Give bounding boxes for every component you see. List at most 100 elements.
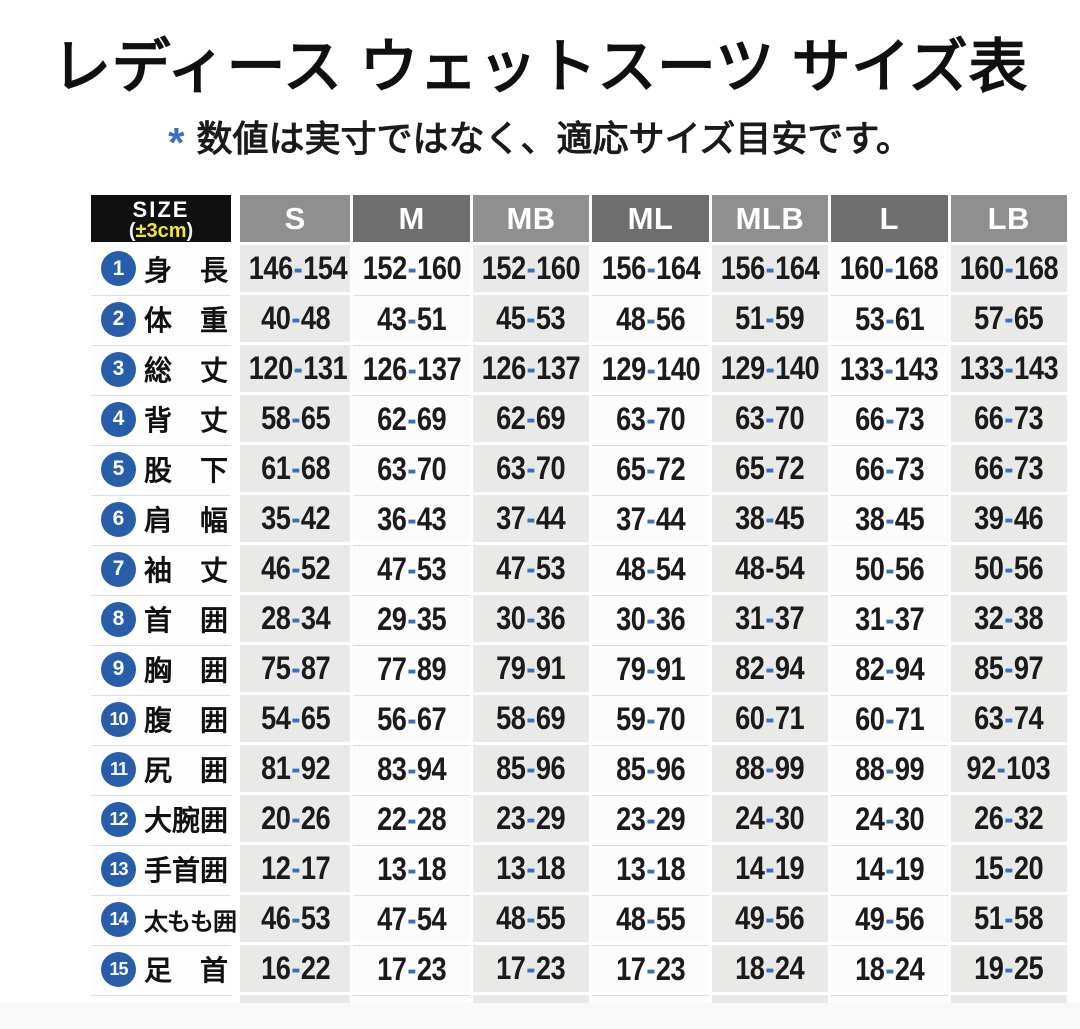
range-number: 57: [974, 300, 1004, 336]
range-number: 23: [615, 800, 646, 837]
range-dash: -: [646, 950, 655, 987]
range-number: 79: [615, 650, 646, 687]
range-number: 14: [854, 850, 885, 887]
size-range: 13-18: [496, 850, 566, 887]
range-number: 70: [775, 400, 805, 436]
size-cell: [353, 995, 470, 1003]
size-cell: 77-89: [353, 645, 470, 692]
size-range: 39-46: [974, 500, 1044, 537]
range-number: 29: [655, 800, 686, 837]
size-range: 22-28: [377, 800, 447, 838]
size-range: 59-70: [615, 700, 686, 738]
range-number: 22: [377, 800, 407, 837]
range-number: 28: [416, 800, 447, 837]
range-number: 32: [1013, 800, 1044, 836]
range-number: 47: [496, 550, 526, 586]
size-range: 17-23: [496, 950, 566, 987]
row-label: 股 下: [144, 455, 229, 486]
size-cell: [592, 995, 709, 1003]
range-number: 59: [615, 700, 646, 737]
range-number: 66: [854, 450, 885, 487]
range-number: 152: [362, 250, 407, 286]
row-label: 尻 囲: [144, 755, 229, 786]
size-range: 29-35: [377, 601, 447, 638]
size-range: 48-54: [616, 551, 686, 588]
range-number: 38: [735, 500, 765, 536]
range-dash: -: [765, 500, 775, 536]
size-cell: 54-65: [234, 695, 351, 742]
size-range: 18-24: [855, 951, 925, 988]
size-cell: 30-36: [592, 595, 709, 642]
range-dash: -: [765, 350, 775, 386]
size-cell: 48-56: [592, 295, 709, 342]
range-number: 96: [536, 750, 566, 786]
size-cell: 63-70: [353, 445, 470, 492]
size-range: 85-96: [496, 750, 566, 787]
range-dash: -: [646, 650, 655, 687]
size-range: 66-73: [855, 401, 925, 438]
size-cell: 126-137: [472, 345, 590, 392]
size-cell: 24-30: [831, 795, 948, 842]
size-range: 62-69: [496, 400, 566, 437]
range-dash: -: [765, 600, 775, 636]
size-cell: 12-17: [234, 845, 351, 892]
size-range: 24-30: [855, 801, 925, 838]
range-dash: -: [884, 850, 894, 887]
range-number: 18: [735, 950, 765, 986]
range-dash: -: [884, 300, 894, 337]
range-number: 37: [496, 500, 526, 536]
range-number: 58: [260, 400, 291, 436]
row-number-badge: 2: [101, 301, 136, 337]
size-range: 46-52: [261, 550, 331, 587]
range-number: 28: [260, 600, 291, 636]
size-range: 46-53: [260, 900, 331, 937]
range-dash: -: [407, 250, 416, 286]
range-number: 46: [260, 900, 291, 936]
range-number: 56: [775, 900, 805, 936]
range-number: 58: [496, 700, 526, 736]
range-number: 94: [416, 750, 447, 787]
range-number: 35: [260, 500, 291, 536]
range-number: 70: [655, 400, 686, 437]
table-row-15: 15 足 首 16-22 17-23 17-23 17-23 18-24 18-24 19-25: [91, 945, 1067, 992]
range-dash: -: [646, 400, 655, 437]
range-dash: -: [526, 950, 536, 986]
column-header-lb: LB: [950, 195, 1067, 242]
range-number: 37: [775, 600, 805, 636]
range-number: 88: [735, 750, 765, 786]
size-cell: 35-42: [234, 495, 351, 542]
range-number: 36: [655, 600, 686, 637]
range-number: 96: [655, 750, 686, 787]
range-dash: -: [526, 900, 536, 936]
row-number-badge: 7: [101, 551, 136, 587]
range-number: 131: [303, 350, 348, 386]
size-cell: 48-55: [592, 895, 709, 942]
size-range: 16-22: [261, 950, 331, 987]
range-dash: -: [526, 600, 536, 636]
range-dash: -: [1004, 350, 1014, 386]
range-number: 168: [894, 250, 939, 286]
table-row-12: 12 大腕囲 20-26 22-28 23-29 23-29 24-30 24-30 26-32: [91, 795, 1067, 842]
range-number: 56: [894, 550, 924, 587]
range-number: 50: [854, 550, 885, 587]
row-label-cell: 9 胸 囲: [91, 645, 231, 692]
row-number-badge: 6: [101, 501, 136, 537]
range-dash: -: [884, 750, 894, 787]
range-number: 91: [536, 650, 566, 686]
range-dash: -: [884, 500, 894, 537]
range-dash: -: [290, 500, 300, 536]
range-number: 140: [655, 350, 701, 387]
size-cell: 50-56: [950, 545, 1067, 592]
range-dash: -: [290, 450, 300, 486]
size-cell: 60-71: [711, 695, 829, 742]
range-number: 45: [496, 300, 526, 336]
range-dash: -: [646, 250, 655, 286]
size-cell: 18-24: [711, 945, 829, 992]
range-number: 17: [377, 950, 407, 987]
range-number: 56: [1013, 550, 1044, 586]
range-number: 60: [854, 700, 885, 737]
